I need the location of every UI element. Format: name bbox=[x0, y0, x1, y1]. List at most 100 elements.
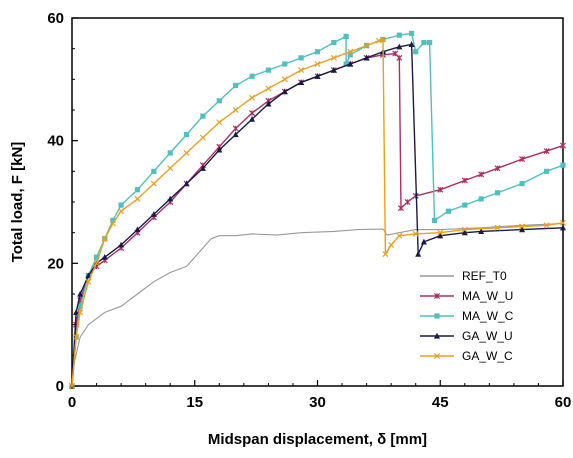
data-point-ga-w-c bbox=[265, 85, 272, 92]
legend-marker bbox=[434, 313, 440, 319]
data-point-ma-w-c bbox=[427, 39, 433, 46]
data-point-ga-w-u bbox=[183, 180, 190, 187]
legend: REF_T0 MA_W_U MA_W_C GA_W_U GA_W_C bbox=[420, 269, 514, 363]
data-point-ma-w-c bbox=[519, 181, 525, 187]
x-tick-label: 15 bbox=[186, 394, 203, 411]
data-point-ga-w-c bbox=[461, 226, 468, 233]
legend-marker bbox=[433, 292, 441, 300]
y-tick-label: 60 bbox=[47, 10, 64, 27]
data-point-ma-w-c bbox=[151, 168, 157, 174]
y-tick-label: 0 bbox=[56, 378, 64, 395]
data-point-ga-w-u bbox=[396, 43, 403, 50]
data-point-ma-w-c bbox=[409, 30, 415, 36]
x-tick-labels: 0 15 30 45 60 bbox=[68, 394, 572, 411]
data-point-ga-w-u bbox=[216, 146, 223, 153]
data-point-ga-w-u bbox=[199, 165, 206, 171]
legend-item-ma-w-u: MA_W_U bbox=[420, 289, 513, 303]
x-axis-title: Midspan displacement, δ [mm] bbox=[208, 431, 427, 448]
data-point-ma-w-u bbox=[559, 142, 567, 149]
data-point-ga-w-c bbox=[388, 241, 395, 248]
data-point-ma-w-c bbox=[93, 254, 100, 260]
data-point-ga-w-u bbox=[347, 60, 354, 67]
data-point-ga-w-u bbox=[150, 211, 157, 217]
legend-label: GA_W_C bbox=[462, 349, 513, 363]
y-tick-label: 40 bbox=[47, 133, 64, 150]
data-point-ga-w-u bbox=[167, 195, 174, 202]
data-point-ma-w-c bbox=[396, 32, 402, 38]
data-point-ga-w-c bbox=[559, 219, 567, 226]
data-point-ga-w-u bbox=[461, 229, 468, 236]
data-point-ma-w-c bbox=[134, 187, 141, 193]
data-point-ga-w-c bbox=[183, 149, 190, 156]
x-tick-label: 60 bbox=[555, 394, 572, 411]
data-point-ga-w-c bbox=[379, 36, 386, 43]
data-point-ma-w-c bbox=[560, 162, 566, 168]
data-point-ga-w-u bbox=[437, 232, 444, 239]
data-point-ma-w-u bbox=[519, 156, 526, 163]
data-point-ga-w-u bbox=[478, 228, 485, 235]
data-point-ma-w-c bbox=[167, 150, 173, 156]
legend-marker bbox=[434, 332, 440, 339]
data-point-ma-w-c bbox=[445, 208, 452, 214]
data-point-ma-w-c bbox=[421, 39, 427, 46]
data-point-ga-w-c bbox=[281, 76, 288, 83]
data-point-ma-w-u bbox=[396, 54, 403, 61]
data-point-ma-w-c bbox=[413, 49, 419, 55]
data-point-ma-w-c bbox=[494, 190, 501, 196]
data-point-ga-w-u bbox=[281, 88, 288, 95]
data-point-ga-w-u bbox=[363, 54, 370, 61]
data-point-ga-w-c bbox=[330, 54, 337, 61]
data-point-ma-w-c bbox=[282, 61, 288, 67]
data-point-ma-w-c bbox=[544, 168, 550, 174]
data-point-ga-w-c bbox=[412, 230, 419, 237]
data-point-ma-w-u bbox=[437, 186, 444, 193]
x-tick-label: 30 bbox=[309, 394, 326, 411]
plot-frame bbox=[71, 17, 564, 387]
data-point-ga-w-u bbox=[519, 226, 526, 233]
series-ga-w-c bbox=[68, 36, 567, 390]
data-point-ga-w-c bbox=[382, 251, 389, 258]
data-point-ga-w-c bbox=[73, 333, 80, 340]
x-tick-label: 0 bbox=[68, 394, 76, 411]
data-point-ma-w-c bbox=[216, 98, 222, 104]
data-point-ga-w-u bbox=[101, 254, 108, 260]
data-point-ma-w-c bbox=[183, 131, 190, 138]
y-tick-labels: 0 20 40 60 bbox=[47, 10, 64, 395]
data-point-ma-w-u bbox=[249, 110, 256, 117]
data-point-ma-w-u bbox=[461, 177, 468, 184]
data-point-ga-w-c bbox=[249, 94, 256, 101]
data-point-ma-w-c bbox=[478, 196, 484, 202]
data-point-ma-w-u bbox=[494, 165, 501, 172]
legend-marker bbox=[433, 352, 441, 360]
y-tick-label: 20 bbox=[47, 255, 64, 272]
data-point-ma-w-u bbox=[478, 171, 485, 178]
data-point-ga-w-u bbox=[73, 309, 80, 315]
legend-item-ga-w-c: GA_W_C bbox=[420, 349, 513, 363]
legend-item-ga-w-u: GA_W_U bbox=[420, 329, 513, 343]
data-point-ma-w-c bbox=[249, 73, 255, 79]
data-point-ga-w-u bbox=[249, 116, 256, 122]
data-point-ga-w-c bbox=[150, 180, 157, 187]
data-point-ga-w-u bbox=[77, 290, 84, 297]
data-point-ma-w-c bbox=[343, 61, 349, 67]
data-point-ga-w-c bbox=[118, 208, 125, 215]
data-point-ma-w-u bbox=[397, 205, 404, 212]
data-point-ga-w-c bbox=[347, 48, 354, 55]
data-point-ga-w-c bbox=[77, 309, 84, 316]
data-point-ga-w-c bbox=[85, 278, 92, 285]
data-point-ma-w-c bbox=[77, 303, 83, 309]
data-point-ma-w-u bbox=[404, 198, 411, 206]
legend-label: MA_W_U bbox=[462, 289, 513, 303]
data-point-ma-w-c bbox=[462, 202, 468, 208]
series-line-ref-t0 bbox=[71, 222, 564, 387]
data-point-ga-w-u bbox=[314, 73, 321, 79]
data-point-ma-w-u bbox=[232, 125, 239, 132]
data-point-ga-w-u bbox=[134, 226, 141, 233]
x-tick-label: 45 bbox=[432, 394, 449, 411]
legend-label: MA_W_C bbox=[462, 309, 514, 323]
data-point-ma-w-c bbox=[314, 49, 321, 55]
data-point-ga-w-u bbox=[330, 66, 337, 73]
data-point-ga-w-c bbox=[232, 106, 239, 114]
data-point-ga-w-u bbox=[265, 100, 272, 107]
